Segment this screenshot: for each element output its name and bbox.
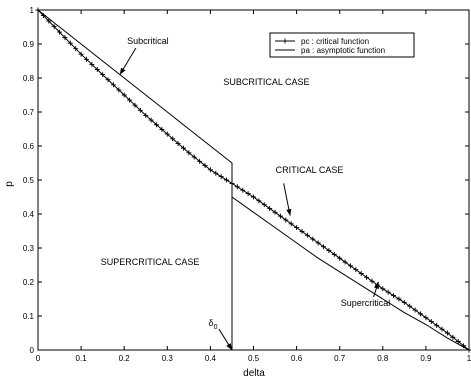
x-tick-label: 0.7 <box>334 354 346 363</box>
y-tick-label: 0.9 <box>23 40 35 49</box>
x-tick-label: 0.2 <box>119 354 131 363</box>
annotation-layer: SUBCRITICAL CASE CRITICAL CASE SUPERCRITIC… <box>101 36 391 350</box>
critical-marker <box>246 191 251 196</box>
y-tick-label: 0.6 <box>23 142 35 151</box>
x-tick-label: 1 <box>467 354 471 363</box>
x-tick-label: 0.8 <box>377 354 389 363</box>
delta0-subscript: 0 <box>214 324 218 331</box>
critical-marker <box>235 184 240 189</box>
region-label: SUBCRITICAL CASE <box>223 77 309 87</box>
critical-marker <box>386 290 391 295</box>
critical-marker <box>396 297 401 302</box>
critical-marker <box>213 171 218 176</box>
x-tick-label: 0.5 <box>248 354 260 363</box>
y-tick-label: 0.8 <box>23 74 35 83</box>
annotation-label: Supercritical <box>341 298 391 308</box>
x-tick-label: 0.9 <box>420 354 432 363</box>
y-tick-label: 0.2 <box>23 278 35 287</box>
x-tick-label: 0 <box>36 354 41 363</box>
x-tick-label: 0.6 <box>291 354 303 363</box>
delta0-arrow-head <box>226 343 232 350</box>
critical-marker <box>219 174 224 179</box>
delta0-label: δ0 <box>209 318 218 331</box>
annotation-arrow-head <box>120 68 126 75</box>
x-tick-label: 0.1 <box>76 354 88 363</box>
y-axis-label: p <box>4 181 15 187</box>
y-tick-label: 0.5 <box>23 176 35 185</box>
critical-marker <box>224 178 229 183</box>
region-label: SUPERCRITICAL CASE <box>101 257 200 267</box>
x-axis-label: delta <box>243 368 265 379</box>
y-tick-label: 0.1 <box>23 312 35 321</box>
annotation-label: Subcritical <box>127 36 169 46</box>
y-tick-label: 0.3 <box>23 244 35 253</box>
y-tick-label: 0.7 <box>23 108 35 117</box>
x-tick-label: 0.3 <box>162 354 174 363</box>
y-tick-label: 0.4 <box>23 210 35 219</box>
x-axis-ticks: 0 0.1 0.2 0.3 0.4 0.5 0.6 0.7 0.8 0.9 1 <box>36 10 471 363</box>
critical-arrow-head <box>286 209 291 216</box>
x-tick-label: 0.4 <box>205 354 217 363</box>
critical-marker <box>391 293 396 298</box>
critical-marker <box>240 188 245 193</box>
legend-label: pc : critical function <box>301 37 369 46</box>
series-layer <box>36 8 471 353</box>
series-asymptotic-line <box>38 10 469 350</box>
region-label: CRITICAL CASE <box>276 165 344 175</box>
y-tick-label: 0 <box>30 346 35 355</box>
legend-label: pa : asymptotic function <box>301 46 385 55</box>
y-tick-label: 1 <box>30 6 35 15</box>
